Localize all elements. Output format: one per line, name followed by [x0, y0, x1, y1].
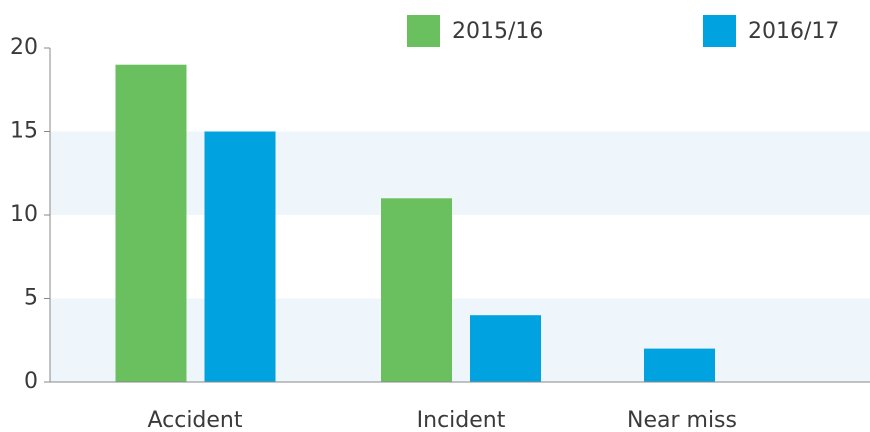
legend-swatch	[703, 15, 736, 47]
bar	[115, 64, 187, 382]
y-tick-label: 5	[24, 286, 38, 311]
bar	[381, 198, 452, 382]
grid-band	[50, 131, 870, 215]
bar	[204, 131, 276, 382]
bar	[470, 315, 541, 382]
x-tick-label: Incident	[417, 408, 506, 432]
legend-label: 2015/16	[452, 19, 543, 44]
x-tick-label: Accident	[147, 408, 242, 432]
grid-band	[50, 298, 870, 382]
y-tick-label: 0	[24, 369, 38, 394]
legend-label: 2016/17	[748, 19, 839, 44]
y-tick-label: 10	[10, 202, 38, 227]
y-tick-label: 15	[10, 119, 38, 144]
y-tick-label: 20	[10, 35, 38, 60]
bar	[644, 348, 715, 382]
legend-swatch	[407, 15, 440, 47]
x-tick-label: Near miss	[627, 408, 737, 432]
